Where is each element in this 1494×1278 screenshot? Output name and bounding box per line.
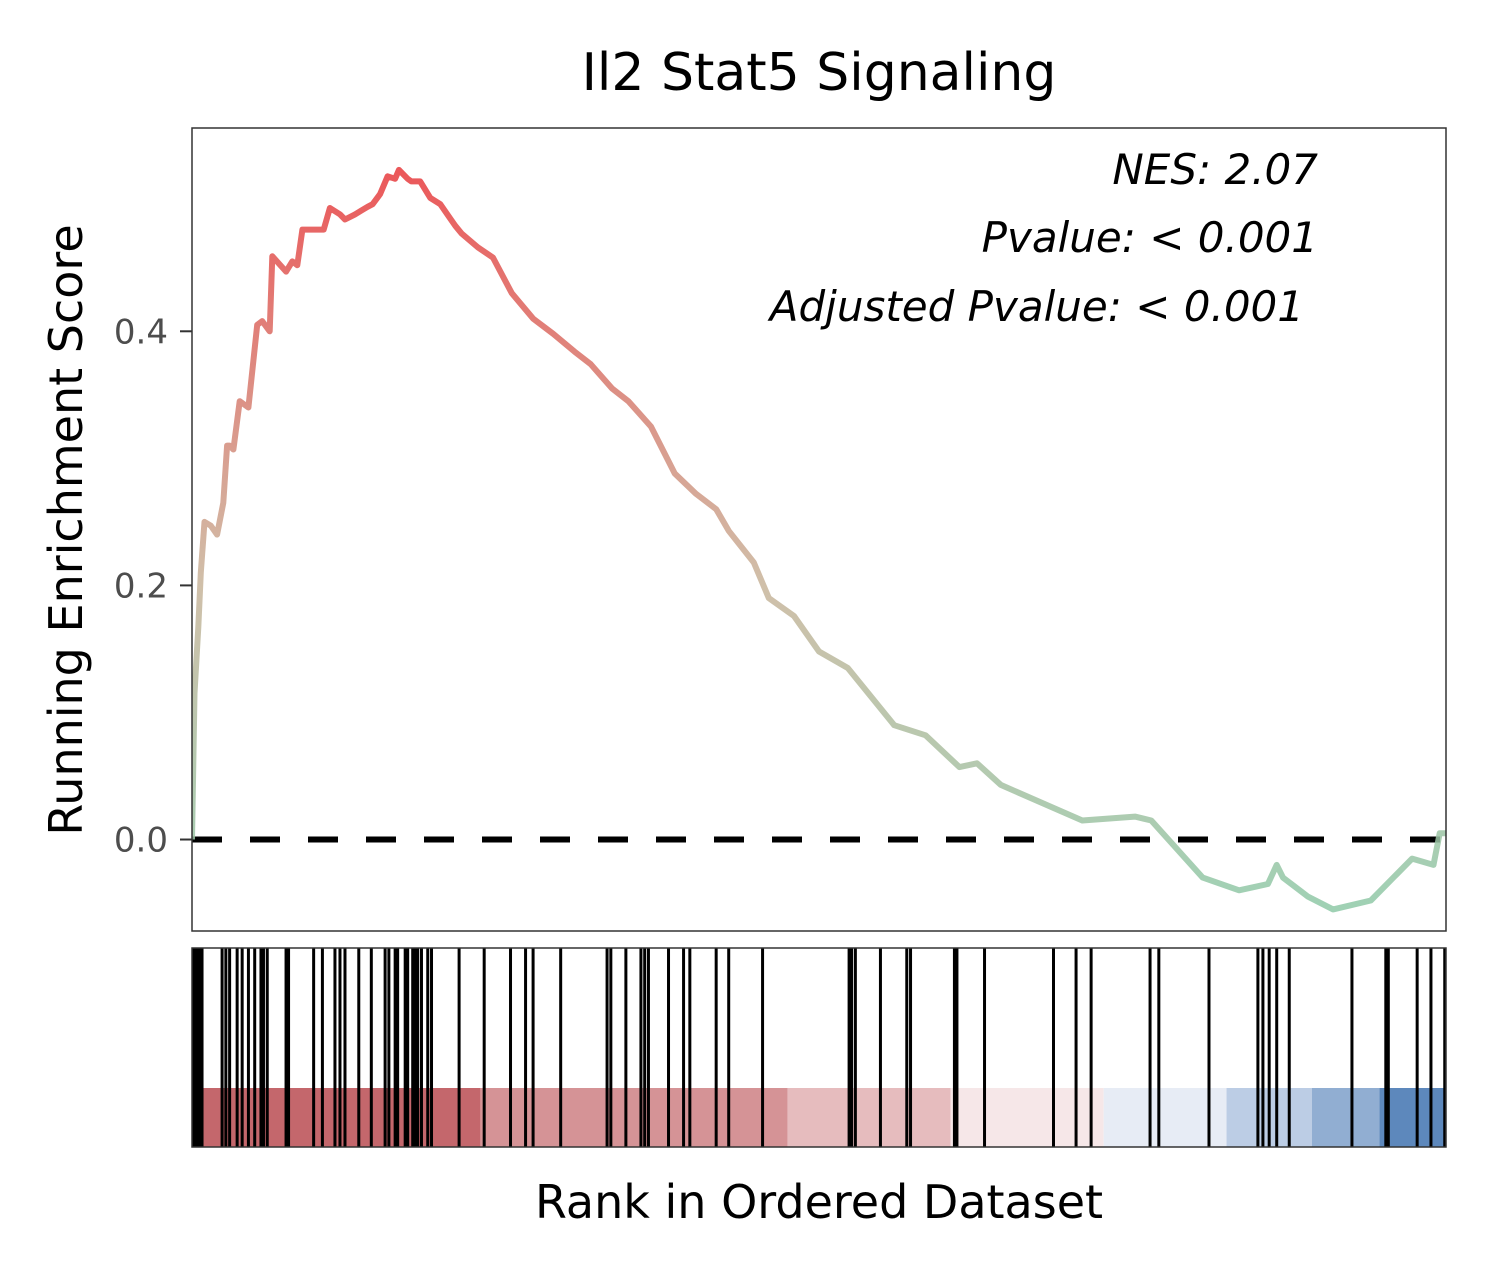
hit-lines (192, 948, 1446, 1147)
y-axis: 0.0 0.2 0.4 (114, 312, 192, 861)
running-enrichment-score-line (192, 166, 1446, 913)
y-tick-label: 0.2 (114, 566, 168, 606)
enrichment-panel-border (191, 127, 1447, 932)
enrichment-panel-background (192, 128, 1446, 931)
y-axis-title: Running Enrichment Score (39, 224, 93, 835)
rank-hits-panel (191, 947, 1447, 1148)
adjusted-pvalue-annotation: Adjusted Pvalue: < 0.001 (767, 282, 1304, 331)
y-tick-label: 0.0 (114, 821, 168, 861)
rank-bin (1311, 1088, 1380, 1147)
enrichment-plot-panel: 0.0 0.2 0.4 NES: 2.07 Pvalue: < 0.001 Adju… (114, 127, 1447, 932)
nes-annotation: NES: 2.07 (1112, 145, 1318, 194)
rank-bin (787, 1088, 951, 1147)
pvalue-annotation: Pvalue: < 0.001 (982, 213, 1318, 262)
rank-bin (950, 1088, 1104, 1147)
chart-title: Il2 Stat5 Signaling (582, 43, 1057, 103)
y-tick-label: 0.4 (114, 312, 168, 352)
rank-bin (1103, 1088, 1227, 1147)
stat-annotations: NES: 2.07 Pvalue: < 0.001 Adjusted Pvalu… (767, 145, 1318, 331)
rank-bin (1379, 1088, 1446, 1147)
rank-panel-border (191, 947, 1447, 1148)
x-axis-title: Rank in Ordered Dataset (535, 1175, 1103, 1229)
